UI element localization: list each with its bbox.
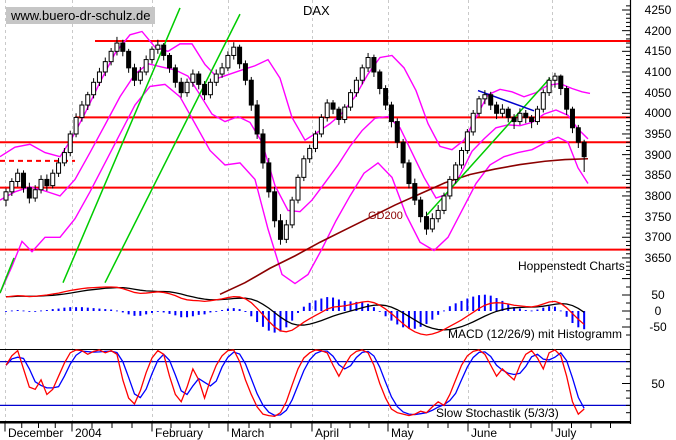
gd200-label: GD200 xyxy=(368,210,403,222)
month-label: February xyxy=(155,426,204,440)
price-tick-label: 3900 xyxy=(644,147,672,162)
month-label: May xyxy=(391,426,414,440)
bollinger-middle-line xyxy=(0,62,589,213)
price-tick-label: 3800 xyxy=(644,188,672,203)
price-tick-label: 4250 xyxy=(644,3,672,17)
stoch-k-line xyxy=(5,349,585,418)
stoch-tick-label: 50 xyxy=(651,376,665,391)
price-tick-label: 3950 xyxy=(644,126,672,141)
month-label: April xyxy=(315,426,340,440)
price-tick-label: 4150 xyxy=(644,44,672,59)
chart-title: DAX xyxy=(303,3,330,18)
month-label: March xyxy=(231,426,265,440)
price-tick-label: 4000 xyxy=(644,106,672,121)
macd-signal-line xyxy=(6,286,585,331)
axis-ticks xyxy=(4,5,630,432)
price-tick-label: 4200 xyxy=(644,23,672,38)
green-trendline xyxy=(0,257,15,294)
price-tick-label: 3750 xyxy=(644,209,672,224)
month-label: July xyxy=(555,426,577,440)
green-trendline xyxy=(62,7,181,284)
month-label: 2004 xyxy=(75,426,102,440)
branding-label: Hoppenstedt Charts xyxy=(518,259,625,273)
bollinger-upper-line xyxy=(0,30,591,158)
x-axis-line xyxy=(0,421,631,424)
candles xyxy=(3,36,587,245)
bollinger-lower-line xyxy=(0,83,589,294)
watermark-badge: www.buero-dr-schulz.de xyxy=(6,7,156,24)
price-tick-label: 3700 xyxy=(644,230,672,245)
macd-panel-label: MACD (12/26/9) mit Histogramm xyxy=(448,327,623,341)
price-tick-label: 3650 xyxy=(644,250,672,265)
price-tick-label: 3850 xyxy=(644,168,672,183)
gd200-line xyxy=(219,157,589,296)
price-tick-label: 4050 xyxy=(644,85,672,100)
macd-line xyxy=(5,286,585,336)
macd-tick-label: 0 xyxy=(654,304,662,318)
macd-tick-label: -50 xyxy=(649,320,667,334)
blue-trendline xyxy=(477,89,535,112)
green-trendline xyxy=(104,13,241,284)
stoch-panel-label: Slow Stochastik (5/3/3) xyxy=(436,406,559,420)
month-label: December xyxy=(8,426,64,440)
macd-tick-label: 50 xyxy=(651,288,665,302)
price-tick-label: 4100 xyxy=(644,64,672,79)
month-label: June xyxy=(471,426,498,440)
